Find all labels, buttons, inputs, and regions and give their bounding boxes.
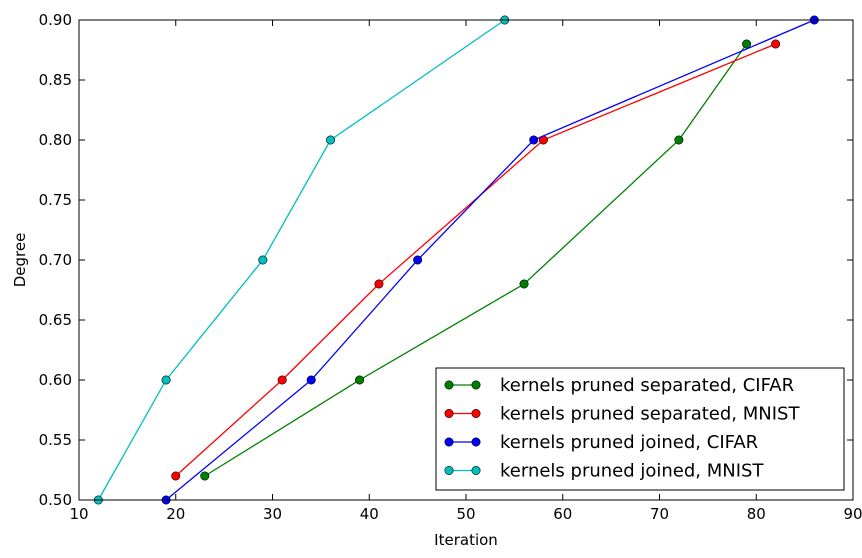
x-tick-label: 70: [650, 505, 669, 523]
data-point-s2-2: [277, 375, 287, 385]
legend-label-3: kernels pruned joined, CIFAR: [500, 432, 758, 453]
x-tick-label: 50: [456, 505, 475, 523]
data-point-s1-2: [355, 375, 365, 385]
legend-label-2: kernels pruned separated, MNIST: [500, 404, 800, 425]
y-tick-label: 0.85: [39, 71, 72, 89]
legend: kernels pruned separated, CIFAR kernels p…: [435, 367, 845, 491]
legend-label-4: kernels pruned joined, MNIST: [500, 461, 764, 482]
y-axis-label: Degree: [11, 233, 29, 288]
x-tick-label: 30: [263, 505, 282, 523]
data-point-s1-1: [200, 471, 210, 481]
legend-label-1: kernels pruned separated, CIFAR: [500, 375, 794, 396]
data-point-s3-4: [529, 135, 539, 145]
data-point-s2-5: [771, 39, 781, 49]
plot-layer: [93, 15, 819, 505]
y-tick-label: 0.65: [39, 311, 72, 329]
y-tick-label: 0.80: [39, 131, 72, 149]
data-point-s1-4: [674, 135, 684, 145]
legend-box: [435, 367, 845, 491]
legend-marker-4: [444, 465, 454, 475]
data-point-s3-2: [306, 375, 316, 385]
data-point-s1-5: [742, 39, 752, 49]
x-tick-label: 60: [553, 505, 572, 523]
y-tick-label: 0.55: [39, 431, 72, 449]
legend-marker-3: [471, 437, 481, 447]
legend-marker-3: [444, 437, 454, 447]
x-tick-label: 20: [166, 505, 185, 523]
data-point-s2-3: [374, 279, 384, 289]
legend-marker-1: [471, 380, 481, 390]
x-tick-label: 80: [747, 505, 766, 523]
data-point-s4-2: [161, 375, 171, 385]
data-point-s2-1: [171, 471, 181, 481]
x-axis-label: Iteration: [434, 531, 498, 549]
data-point-s1-3: [519, 279, 529, 289]
y-tick-label: 0.90: [39, 11, 72, 29]
y-tick-label: 0.60: [39, 371, 72, 389]
axes-layer: 10 20 30 40 50 60 70 80 90 0.50 0.55 0.60 0.65 0.70 0.…: [39, 11, 862, 523]
y-tick-label: 0.75: [39, 191, 72, 209]
legend-marker-1: [444, 380, 454, 390]
x-tick-label: 90: [843, 505, 862, 523]
x-tick-label: 40: [360, 505, 379, 523]
legend-marker-2: [444, 408, 454, 418]
data-point-s3-3: [413, 255, 423, 265]
y-tick-label: 0.70: [39, 251, 72, 269]
x-tick-label: 10: [69, 505, 88, 523]
y-tick-label: 0.50: [39, 491, 72, 509]
data-point-s4-4: [326, 135, 336, 145]
data-point-s4-3: [258, 255, 268, 265]
legend-marker-4: [471, 465, 481, 475]
legend-marker-2: [471, 408, 481, 418]
